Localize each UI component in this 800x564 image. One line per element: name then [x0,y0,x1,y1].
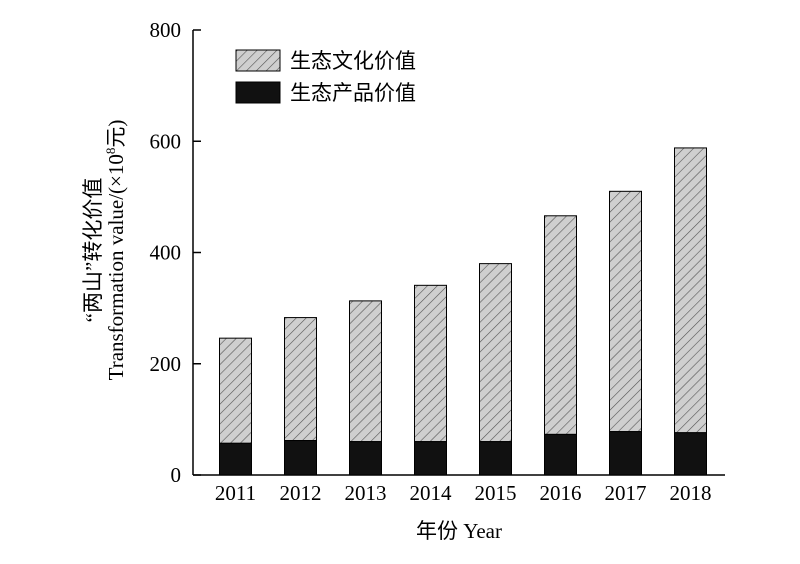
bar-product-2016 [544,433,577,476]
legend-swatch-product [235,81,281,104]
bar-culture-2012 [284,317,317,442]
y-axis-ticks: 0 200 400 600 800 [150,18,201,487]
y-axis-title-line1: “两山”转化价值 [81,178,105,323]
x-tick-label-2012: 2012 [280,481,322,505]
bar-culture-2011 [219,337,252,444]
bar-culture-2015 [479,263,512,443]
bar-product-2014 [414,441,447,476]
bar-culture-2013 [349,300,382,443]
x-tick-label-2018: 2018 [670,481,712,505]
y-tick-label: 600 [150,129,182,153]
x-axis-title: 年份 Year [416,519,502,543]
y-axis-title-line2-suffix: 元) [104,120,128,148]
legend-label-product: 生态产品价值 [290,81,416,105]
x-axis-ticks: 2011 2012 2013 2014 2015 2016 2017 2018 [215,481,712,505]
bar-culture-2018 [674,147,707,434]
y-tick-label: 200 [150,352,182,376]
y-axis-title-line2: Transformation value/(×108元) [103,120,128,381]
bars-group [219,147,707,476]
bar-culture-2016 [544,215,577,435]
bar-culture-2014 [414,284,447,443]
bar-culture-2017 [609,190,642,433]
legend-swatch-culture [235,49,281,72]
bar-product-2018 [674,432,707,476]
bar-product-2013 [349,441,382,476]
x-tick-label-2015: 2015 [475,481,517,505]
x-tick-label-2017: 2017 [605,481,647,505]
x-tick-label-2016: 2016 [540,481,582,505]
bar-product-2012 [284,440,317,476]
y-tick-label: 800 [150,18,182,42]
y-axis-title-line2-sup: 8 [103,148,118,155]
x-tick-label-2011: 2011 [215,481,256,505]
bar-product-2015 [479,441,512,476]
x-tick-label-2014: 2014 [410,481,453,505]
y-axis-title-line2-prefix: Transformation value/(×10 [104,154,128,380]
legend: 生态文化价值 生态产品价值 [235,49,416,105]
legend-label-culture: 生态文化价值 [290,49,416,73]
bar-product-2011 [219,442,252,476]
y-tick-label: 400 [150,241,182,265]
bar-product-2017 [609,431,642,476]
y-tick-label: 0 [171,463,182,487]
x-tick-label-2013: 2013 [345,481,387,505]
